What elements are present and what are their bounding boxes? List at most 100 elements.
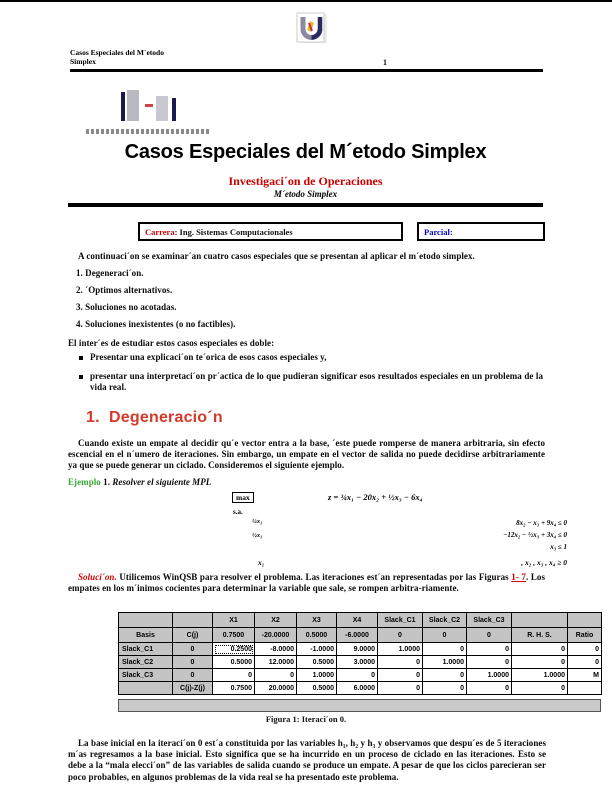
table-header-cell: C(j) (172, 627, 213, 643)
list-item-1: 1. Degeneraci´on. (76, 268, 144, 278)
table-header-cell: X2 (254, 612, 297, 628)
university-logo-icon (121, 90, 181, 122)
table-cell: Slack_C2 (118, 655, 173, 669)
document-title: Casos Especiales del M´etodo Simplex (124, 141, 487, 163)
section-title: Degeneracio´n (109, 409, 223, 426)
table-header-cell (511, 612, 568, 628)
iteration-table-wrap: X1 X2 X3 X4 Slack_C1 Slack_C2 Slack_C3 Basis C(j… (118, 612, 602, 695)
table-cell: Slack_C1 (118, 642, 173, 656)
constraint-2: −12x₂ − ½x₃ + 3x₄ ≤ 0 (503, 531, 567, 539)
table-header-cell: 0.7500 (212, 627, 255, 643)
list-item-2: 2. ´Optimos alternativos. (76, 285, 173, 295)
carrera-value: : Ing. Sistemas Computacionales (174, 226, 293, 237)
table-header-cell: X1 (212, 612, 255, 628)
nonnegativity-right: , x₂ , x₃ , x₄ ≥ 0 (521, 558, 567, 567)
table-header-cell: Basis (118, 627, 173, 643)
running-header-line1: Casos Especiales del M´etodo (70, 48, 164, 57)
section-paragraph: Cuando existe un empate al decidir qu´e … (68, 438, 545, 471)
constraint-frag-left-2: ½x₁ (252, 532, 263, 539)
table-cell: -1.0000 (296, 642, 337, 656)
constraint-3: x₃ ≤ 1 (550, 543, 567, 551)
table-cell: 0 (422, 668, 467, 682)
table-cell: 0 (377, 681, 423, 695)
double-interest-line: El inter´es de estudiar estos casos espe… (68, 338, 275, 348)
list-item-3: 3. Soluciones no acotadas. (76, 302, 177, 312)
section-number: 1. (86, 409, 100, 426)
table-cell: C(j)-Z(j) (172, 681, 213, 695)
table-cell: 9.0000 (336, 642, 378, 656)
table-cell: 0 (511, 642, 568, 656)
figure-caption: Figura 1: Iteraci´on 0. (265, 714, 347, 724)
section-heading: 1. Degeneracio´n (86, 409, 223, 427)
table-cell: 0 (212, 668, 255, 682)
table-cell: 12.0000 (254, 655, 297, 669)
table-header-cell: -20.0000 (254, 627, 297, 643)
ejemplo-label: Ejemplo (68, 477, 101, 487)
list-item-4: 4. Soluciones inexistentes (o no factibl… (76, 319, 236, 329)
header-rule (70, 69, 543, 72)
table-header-cell: X4 (336, 612, 378, 628)
closing-paragraph: La base inicial en la iteraci´on 0 est´a… (68, 738, 546, 782)
bullet-square-icon (79, 356, 83, 360)
table-header-cell: 0 (377, 627, 423, 643)
table-cell: 20.0000 (254, 681, 297, 695)
running-header: Casos Especiales del M´etodo Simplex (70, 48, 164, 66)
solucion-label: Soluci´on. (78, 572, 117, 582)
table-cell: 6.0000 (336, 681, 378, 695)
divider-rule (68, 203, 543, 207)
ejemplo-text: Resolver el siguiente MPL (112, 477, 212, 487)
method-subtitle: M´etodo Simplex (273, 189, 338, 199)
table-cell: 0 (567, 642, 602, 656)
ejemplo-line: Ejemplo 1. Resolver el siguiente MPL (68, 477, 211, 488)
table-cell: 0 (567, 655, 602, 669)
running-header-line2: Simplex (70, 57, 96, 66)
carrera-box: Carrera: Ing. Sistemas Computacionales (138, 222, 403, 241)
solution-paragraph: Soluci´on. Utilicemos WinQSB para resolv… (68, 572, 545, 594)
table-cell: Slack_C3 (118, 668, 173, 682)
iteration-table: X1 X2 X3 X4 Slack_C1 Slack_C2 Slack_C3 Basis C(j… (118, 612, 602, 695)
table-header-cell: Slack_C2 (422, 612, 467, 628)
table-header-cell: 0 (466, 627, 512, 643)
table-header-cell: 0.5000 (296, 627, 337, 643)
table-cell: 0 (511, 681, 568, 695)
table-cell: 3.0000 (336, 655, 378, 669)
ejemplo-number: 1. (103, 477, 111, 487)
table-header-cell: -6.0000 (336, 627, 378, 643)
logo-caption-smudge (86, 129, 210, 134)
table-header-cell: Slack_C1 (377, 612, 423, 628)
nonnegativity-left: x₁ (258, 558, 265, 567)
table-cell: 0 (254, 668, 297, 682)
table-cell: 0 (466, 642, 512, 656)
page-number: 1 (383, 58, 387, 67)
table-header-cell (172, 612, 213, 628)
table-header-cell (118, 612, 173, 628)
table-cell: 0 (466, 655, 512, 669)
subject-to-label: s.a. (233, 508, 243, 516)
table-header-cell: R. H. S. (511, 627, 568, 643)
table-cell: 1.0000 (296, 668, 337, 682)
intro-paragraph: A continuaci´on se examinar´an cuatro ca… (78, 251, 475, 261)
table-cell: 0 (377, 655, 423, 669)
table-cell: 0 (422, 642, 467, 656)
table-cell: 0.7500 (212, 681, 255, 695)
table-cell: 0.5000 (212, 655, 255, 669)
table-cell: -8.0000 (254, 642, 297, 656)
table-cell (118, 681, 173, 695)
table-header-cell: X3 (296, 612, 337, 628)
parcial-value: : (449, 226, 453, 237)
table-cell: 0 (466, 681, 512, 695)
university-emblem-icon (294, 12, 328, 44)
table-header-cell (567, 612, 602, 628)
table-cell (567, 681, 602, 695)
table-scroll-strip (118, 699, 601, 712)
figures-range-link[interactable]: 1- 7 (511, 572, 526, 582)
constraint-frag-left-1: ¼x₁ (252, 518, 263, 525)
table-header-cell: Slack_C3 (466, 612, 512, 628)
table-cell: 0 (336, 668, 378, 682)
carrera-label: Carrera (145, 226, 175, 237)
table-header-cell: 0 (422, 627, 467, 643)
bullet-item-2: presentar una interpretaci´on pr´actica … (90, 371, 543, 393)
table-cell: 1.0000 (511, 668, 568, 682)
table-cell: 0.5000 (296, 655, 337, 669)
